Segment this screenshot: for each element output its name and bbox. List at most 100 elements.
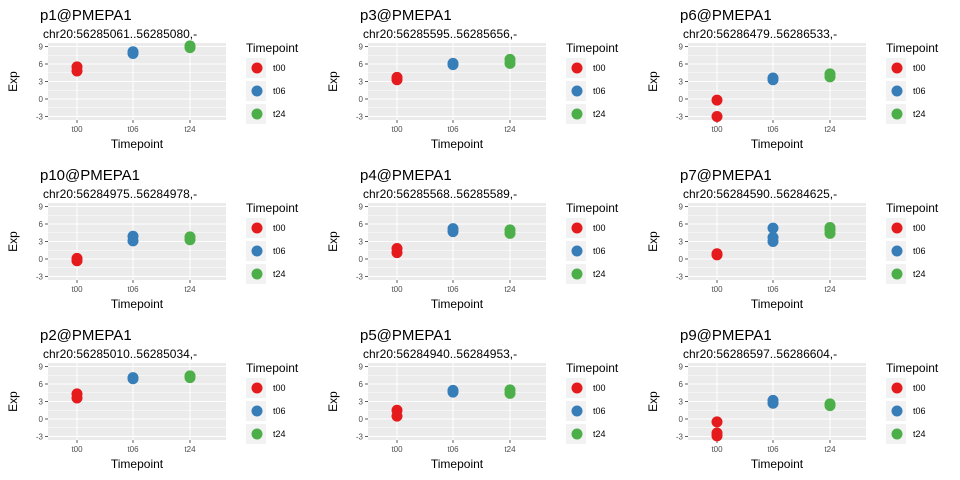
x-tick-label: t00 xyxy=(711,285,723,294)
legend-title: Timepoint xyxy=(566,41,619,55)
y-tick-label: 3 xyxy=(359,238,364,247)
data-point-t00 xyxy=(391,243,403,254)
x-tick-label: t06 xyxy=(127,445,139,454)
data-point-t00 xyxy=(391,404,403,416)
y-tick-label: 6 xyxy=(359,60,364,69)
y-axis-title: Exp xyxy=(6,391,20,412)
x-tick-label: t24 xyxy=(504,445,516,454)
y-tick-label: 3 xyxy=(39,398,44,407)
y-tick-label: 3 xyxy=(39,78,44,87)
y-tick-label: 6 xyxy=(39,60,44,69)
y-axis-title: Exp xyxy=(326,391,340,412)
y-tick-label: 3 xyxy=(679,78,684,87)
data-point-t06 xyxy=(767,231,779,243)
y-axis-title: Exp xyxy=(646,71,660,92)
legend-symbol-t00 xyxy=(571,222,583,234)
x-axis-title: Timepoint xyxy=(111,457,164,471)
x-tick-label: t00 xyxy=(391,125,403,134)
y-tick-label: 0 xyxy=(679,95,684,104)
legend-label: t00 xyxy=(913,63,926,73)
legend-label: t24 xyxy=(273,429,286,439)
legend-label: t24 xyxy=(593,269,606,279)
legend-label: t06 xyxy=(593,86,606,96)
y-axis-title: Exp xyxy=(646,391,660,412)
data-point-t24 xyxy=(824,398,836,410)
chart-title: p7@PMEPA1 xyxy=(680,167,772,184)
y-tick-label: 3 xyxy=(359,398,364,407)
legend-symbol-t24 xyxy=(571,428,583,440)
y-tick-label: 3 xyxy=(679,398,684,407)
legend-label: t06 xyxy=(913,406,926,416)
x-tick-label: t24 xyxy=(824,445,836,454)
chart-subtitle: chr20:56286597..56286604,- xyxy=(683,347,837,361)
legend-symbol-t00 xyxy=(251,222,263,234)
y-tick-label: 3 xyxy=(679,238,684,247)
legend-label: t06 xyxy=(273,246,286,256)
data-point-t24 xyxy=(504,53,516,65)
x-axis-title: Timepoint xyxy=(751,297,804,311)
y-tick-label: 0 xyxy=(359,255,364,264)
legend-title: Timepoint xyxy=(886,361,939,375)
legend-title: Timepoint xyxy=(886,201,939,215)
data-point-t06 xyxy=(127,46,139,58)
x-tick-label: t24 xyxy=(184,125,196,134)
legend-label: t00 xyxy=(273,63,286,73)
legend-label: t00 xyxy=(913,223,926,233)
legend-label: t24 xyxy=(593,429,606,439)
y-tick-label: 6 xyxy=(679,220,684,229)
legend-symbol-t06 xyxy=(571,85,583,97)
chart-subtitle: chr20:56284590..56284625,- xyxy=(683,187,837,201)
legend-label: t24 xyxy=(913,429,926,439)
y-tick-label: 0 xyxy=(679,255,684,264)
y-tick-label: -3 xyxy=(36,273,44,282)
legend-symbol-t00 xyxy=(571,62,583,74)
legend-label: t06 xyxy=(593,246,606,256)
data-point-t24 xyxy=(824,68,836,80)
y-tick-label: 3 xyxy=(39,238,44,247)
y-tick-label: 0 xyxy=(679,415,684,424)
y-tick-label: 0 xyxy=(39,415,44,424)
y-tick-label: 6 xyxy=(679,60,684,69)
y-tick-label: 0 xyxy=(39,95,44,104)
chart-title: p5@PMEPA1 xyxy=(360,327,452,344)
x-axis-title: Timepoint xyxy=(431,297,484,311)
x-axis-title: Timepoint xyxy=(751,457,804,471)
x-tick-label: t00 xyxy=(71,125,83,134)
legend-symbol-t06 xyxy=(251,85,263,97)
chart-title: p6@PMEPA1 xyxy=(680,7,772,24)
x-tick-label: t24 xyxy=(504,125,516,134)
y-tick-label: 9 xyxy=(679,43,684,52)
legend-symbol-t06 xyxy=(251,245,263,257)
data-point-t06 xyxy=(447,223,459,235)
y-tick-label: -3 xyxy=(356,273,364,282)
legend-label: t24 xyxy=(913,269,926,279)
legend-label: t06 xyxy=(273,406,286,416)
data-point-t00 xyxy=(711,248,723,260)
legend-title: Timepoint xyxy=(246,361,299,375)
y-tick-label: 9 xyxy=(359,363,364,372)
data-point-t06 xyxy=(447,57,459,69)
chart-subtitle: chr20:56284975..56284978,- xyxy=(43,187,197,201)
legend-symbol-t00 xyxy=(891,222,903,234)
legend-symbol-t06 xyxy=(571,405,583,417)
legend-symbol-t24 xyxy=(571,268,583,280)
data-point-t06 xyxy=(447,384,459,396)
x-axis-title: Timepoint xyxy=(751,137,804,151)
chart-subtitle: chr20:56285595..56285656,- xyxy=(363,27,517,41)
x-tick-label: t06 xyxy=(447,285,459,294)
legend-label: t00 xyxy=(913,383,926,393)
y-tick-label: 0 xyxy=(359,415,364,424)
legend-label: t24 xyxy=(273,109,286,119)
x-tick-label: t24 xyxy=(184,445,196,454)
legend-label: t24 xyxy=(273,269,286,279)
x-tick-label: t06 xyxy=(447,445,459,454)
y-tick-label: 6 xyxy=(359,380,364,389)
y-tick-label: -3 xyxy=(356,113,364,122)
y-tick-label: 9 xyxy=(359,203,364,212)
chart-title: p10@PMEPA1 xyxy=(40,167,140,184)
x-tick-label: t06 xyxy=(127,285,139,294)
chart-subtitle: chr20:56285061..56285080,- xyxy=(43,27,197,41)
y-tick-label: 9 xyxy=(39,203,44,212)
x-tick-label: t00 xyxy=(391,445,403,454)
chart-panel-2: p3@PMEPA1 chr20:56285595..56285656,- -3 0 3 6… xyxy=(326,7,619,151)
